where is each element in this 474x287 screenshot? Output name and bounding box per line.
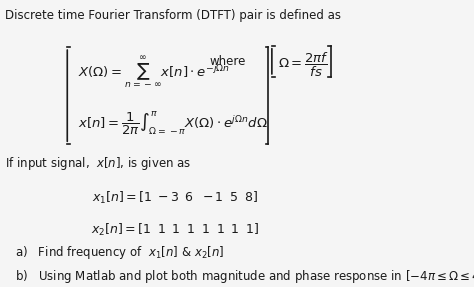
Text: $x_1\left[n\right]=\left[1\;-3\;\;6\;\;-1\;\;5\;\;8\right]$: $x_1\left[n\right]=\left[1\;-3\;\;6\;\;-… bbox=[91, 190, 258, 206]
Text: $\Omega=\dfrac{2\pi f}{fs}$: $\Omega=\dfrac{2\pi f}{fs}$ bbox=[277, 51, 328, 79]
Text: a)   Find frequency of  $x_1\left[n\right]$ & $x_2\left[n\right]$: a) Find frequency of $x_1\left[n\right]$… bbox=[15, 244, 225, 261]
Text: $x_2\left[n\right]=\left[1\;\;1\;\;1\;\;1\;\;1\;\;1\;\;1\;\;1\right]$: $x_2\left[n\right]=\left[1\;\;1\;\;1\;\;… bbox=[91, 222, 259, 238]
Text: Discrete time Fourier Transform (DTFT) pair is defined as: Discrete time Fourier Transform (DTFT) p… bbox=[5, 9, 341, 22]
Text: $X(\Omega)=\sum_{n=-\infty}^{\infty} x[n]\cdot e^{-j\Omega n}$: $X(\Omega)=\sum_{n=-\infty}^{\infty} x[n… bbox=[78, 55, 230, 91]
Text: where: where bbox=[210, 55, 246, 68]
Text: $x[n]=\dfrac{1}{2\pi}\int_{\Omega=-\pi}^{\pi} X(\Omega)\cdot e^{j\Omega n}d\Omeg: $x[n]=\dfrac{1}{2\pi}\int_{\Omega=-\pi}^… bbox=[78, 109, 267, 137]
Text: b)   Using Matlab and plot both magnitude and phase response in $\left[-4\pi\leq: b) Using Matlab and plot both magnitude … bbox=[15, 268, 474, 285]
Text: If input signal,  $x\left[n\right]$, is given as: If input signal, $x\left[n\right]$, is g… bbox=[5, 155, 191, 172]
